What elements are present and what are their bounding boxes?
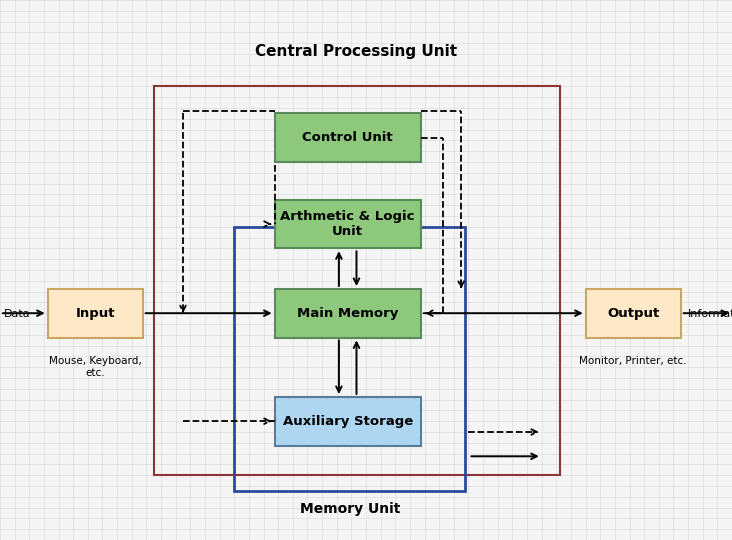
Text: Mouse, Keyboard,
etc.: Mouse, Keyboard, etc. xyxy=(49,356,141,378)
FancyBboxPatch shape xyxy=(274,289,421,338)
Text: Monitor, Printer, etc.: Monitor, Printer, etc. xyxy=(579,356,687,367)
Text: Control Unit: Control Unit xyxy=(302,131,393,144)
Text: Memory Unit: Memory Unit xyxy=(299,502,400,516)
FancyBboxPatch shape xyxy=(274,113,421,162)
Text: Input: Input xyxy=(75,307,115,320)
Text: Main Memory: Main Memory xyxy=(297,307,398,320)
Text: Information: Information xyxy=(688,309,732,319)
Text: Data: Data xyxy=(4,309,30,319)
Text: Output: Output xyxy=(607,307,660,320)
FancyBboxPatch shape xyxy=(274,200,421,248)
Text: Arthmetic & Logic
Unit: Arthmetic & Logic Unit xyxy=(280,210,415,238)
FancyBboxPatch shape xyxy=(48,289,143,338)
FancyBboxPatch shape xyxy=(586,289,681,338)
Text: Central Processing Unit: Central Processing Unit xyxy=(255,44,458,59)
Text: Auxiliary Storage: Auxiliary Storage xyxy=(283,415,413,428)
FancyBboxPatch shape xyxy=(274,397,421,445)
